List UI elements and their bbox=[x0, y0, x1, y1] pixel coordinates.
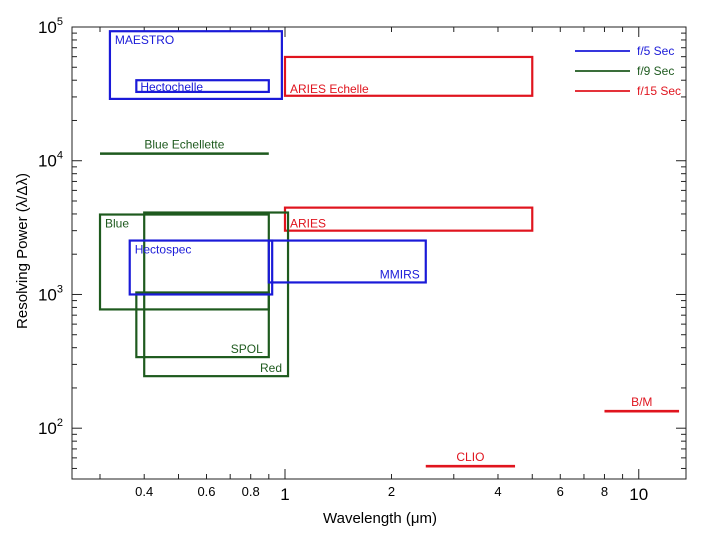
instrument-label-b-m: B/M bbox=[631, 395, 652, 409]
x-axis-label: Wavelength (μm) bbox=[323, 510, 437, 527]
y-tick-base: 10 bbox=[38, 285, 57, 304]
instrument-box-hectospec bbox=[128, 239, 274, 296]
legend-label: f/5 Sec bbox=[637, 44, 674, 58]
instrument-marks: MAESTRO Hectochelle ARIES Echelle Blue Eche… bbox=[98, 30, 680, 468]
y-tick-exponent: 4 bbox=[57, 150, 63, 162]
instrument-label-spol: SPOL bbox=[231, 342, 263, 356]
instrument-label-hectospec: Hectospec bbox=[135, 243, 192, 257]
y-tick-exponent: 3 bbox=[57, 283, 63, 295]
y-tick-label: 105 bbox=[38, 16, 63, 37]
legend-label: f/9 Sec bbox=[637, 64, 674, 78]
instrument-label-aries-echelle: ARIES Echelle bbox=[290, 82, 369, 96]
y-tick-exponent: 5 bbox=[57, 16, 63, 28]
x-tick-label: 10 bbox=[629, 485, 648, 504]
plot-frame bbox=[71, 26, 687, 480]
instrument-label-hectochelle: Hectochelle bbox=[140, 80, 203, 94]
legend: f/5 Sec f/9 Sec f/15 Sec bbox=[575, 44, 681, 98]
y-tick-base: 10 bbox=[38, 152, 57, 171]
instrument-box-spol bbox=[135, 291, 270, 359]
x-tick-label: 8 bbox=[601, 484, 608, 499]
x-tick-label: 0.4 bbox=[135, 484, 153, 499]
y-tick-exponent: 2 bbox=[57, 417, 63, 429]
instrument-label-maestro: MAESTRO bbox=[115, 33, 174, 47]
x-tick-label: 4 bbox=[494, 484, 501, 499]
x-tick-label: 1 bbox=[280, 485, 289, 504]
y-tick-label: 104 bbox=[38, 150, 63, 171]
instrument-box-hectochelle bbox=[135, 79, 270, 94]
instrument-box-maestro bbox=[108, 30, 283, 100]
x-tick-label: 6 bbox=[557, 484, 564, 499]
x-tick-label: 0.6 bbox=[197, 484, 215, 499]
x-tick-label: 0.8 bbox=[242, 484, 260, 499]
instrument-label-blue-echellette: Blue Echellette bbox=[144, 138, 224, 152]
instrument-label-clio: CLIO bbox=[456, 450, 484, 464]
instrument-box-aries bbox=[283, 206, 534, 232]
y-axis-label: Resolving Power (λ/Δλ) bbox=[14, 173, 31, 329]
y-tick-base: 10 bbox=[38, 18, 57, 37]
instrument-box-mmirs bbox=[267, 239, 427, 284]
y-tick-base: 10 bbox=[38, 419, 57, 438]
y-tick-label: 102 bbox=[38, 417, 63, 438]
instrument-label-red: Red bbox=[260, 361, 282, 375]
instrument-label-mmirs: MMIRS bbox=[380, 267, 420, 281]
y-tick-label: 103 bbox=[38, 283, 63, 304]
legend-label: f/15 Sec bbox=[637, 84, 681, 98]
instrument-box-aries-echelle bbox=[283, 55, 534, 97]
instrument-label-blue: Blue bbox=[105, 217, 129, 231]
x-tick-label: 2 bbox=[388, 484, 395, 499]
instrument-label-aries: ARIES bbox=[290, 217, 326, 231]
